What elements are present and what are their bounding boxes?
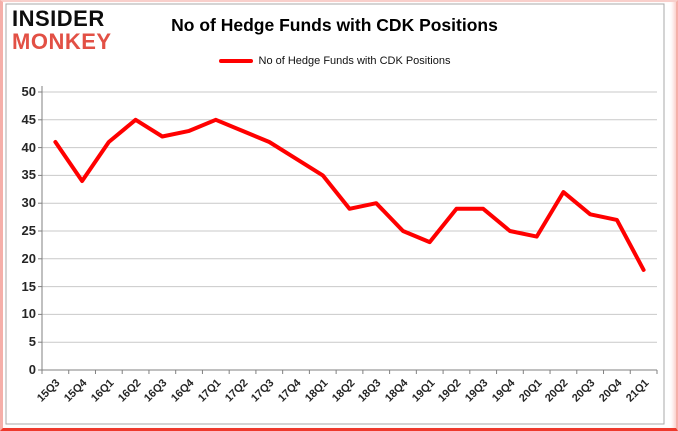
y-axis-label: 35 (21, 167, 36, 183)
y-axis-label: 30 (21, 195, 36, 211)
logo-line-monkey: MONKEY (12, 29, 112, 54)
y-axis-label: 20 (21, 250, 36, 266)
legend-line-marker (218, 59, 253, 63)
chart-title: No of Hedge Funds with CDK Positions (171, 15, 498, 35)
y-axis-label: 45 (21, 111, 36, 127)
y-axis-label: 0 (28, 362, 36, 377)
y-axis-label: 50 (21, 84, 36, 99)
y-axis-label: 10 (21, 306, 36, 322)
y-axis-label: 5 (28, 334, 36, 350)
y-axis-label: 25 (21, 223, 36, 238)
chart-legend: No of Hedge Funds with CDK Positions (3, 55, 666, 67)
legend-label: No of Hedge Funds with CDK Positions (258, 55, 451, 67)
logo-line-insider: INSIDER (12, 6, 105, 31)
data-series-line (53, 117, 646, 272)
insider-monkey-logo: INSIDER MONKEY (12, 7, 112, 53)
y-axis-label: 15 (21, 278, 36, 294)
line-chart-canvas (5, 3, 665, 425)
chart-frame (5, 3, 665, 425)
y-axis-label: 40 (21, 139, 36, 155)
